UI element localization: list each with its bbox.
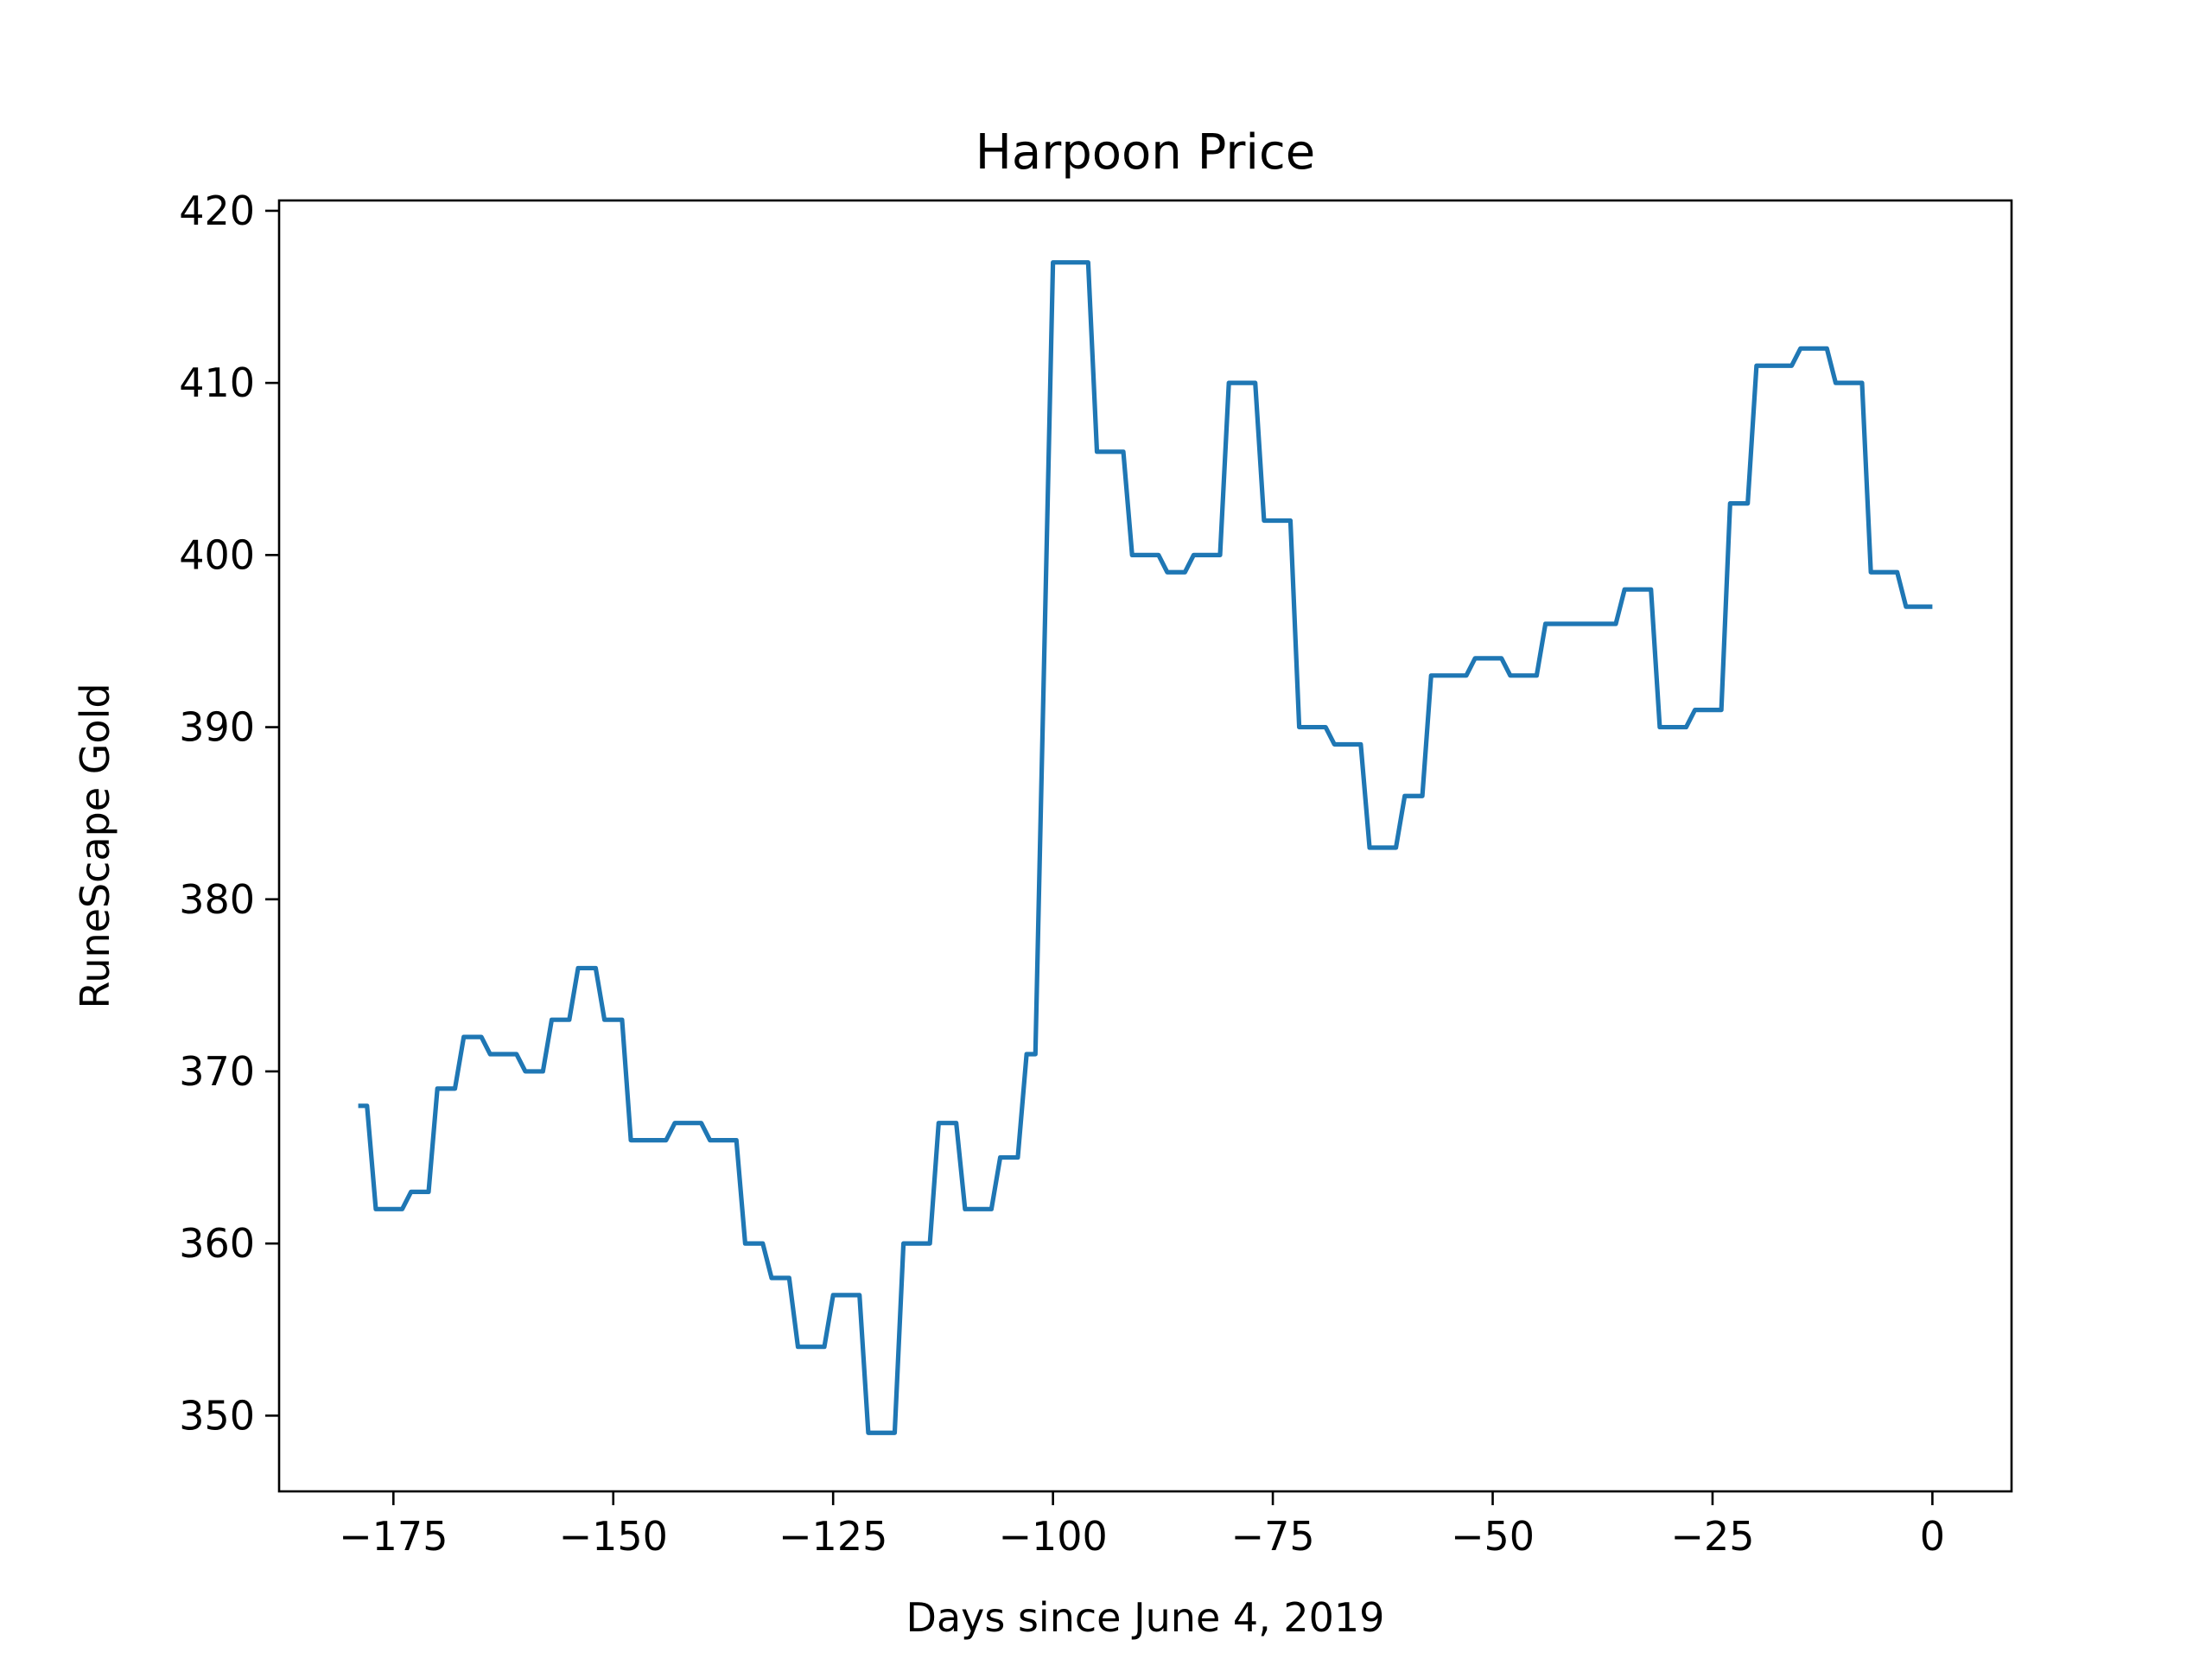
y-tick-label: 420 bbox=[179, 188, 255, 234]
x-tick-label: −175 bbox=[339, 1513, 448, 1560]
y-tick-label: 380 bbox=[179, 876, 255, 923]
y-tick-label: 410 bbox=[179, 359, 255, 406]
y-axis-ticks: 350 360 370 380 390 400 410 420 bbox=[179, 188, 279, 1439]
y-axis-label: RuneScape Gold bbox=[72, 683, 118, 1008]
x-axis-ticks: −175 −150 −125 −100 −75 −50 −25 0 bbox=[339, 1491, 1945, 1560]
y-tick-label: 370 bbox=[179, 1048, 255, 1095]
x-tick-label: −150 bbox=[559, 1513, 668, 1560]
series-line-0 bbox=[358, 260, 1933, 1435]
y-tick-label: 360 bbox=[179, 1220, 255, 1267]
plot-area bbox=[358, 260, 1933, 1435]
x-tick-label: −25 bbox=[1670, 1513, 1754, 1560]
x-tick-label: 0 bbox=[1920, 1513, 1945, 1560]
y-tick-label: 400 bbox=[179, 531, 255, 578]
x-tick-label: −125 bbox=[779, 1513, 887, 1560]
chart-title: Harpoon Price bbox=[976, 124, 1315, 181]
y-tick-label: 390 bbox=[179, 704, 255, 751]
x-tick-label: −75 bbox=[1231, 1513, 1315, 1560]
y-tick-label: 350 bbox=[179, 1392, 255, 1439]
x-tick-label: −50 bbox=[1451, 1513, 1535, 1560]
x-tick-label: −100 bbox=[998, 1513, 1107, 1560]
x-axis-label: Days since June 4, 2019 bbox=[906, 1594, 1385, 1641]
axes-frame bbox=[277, 199, 2013, 1493]
